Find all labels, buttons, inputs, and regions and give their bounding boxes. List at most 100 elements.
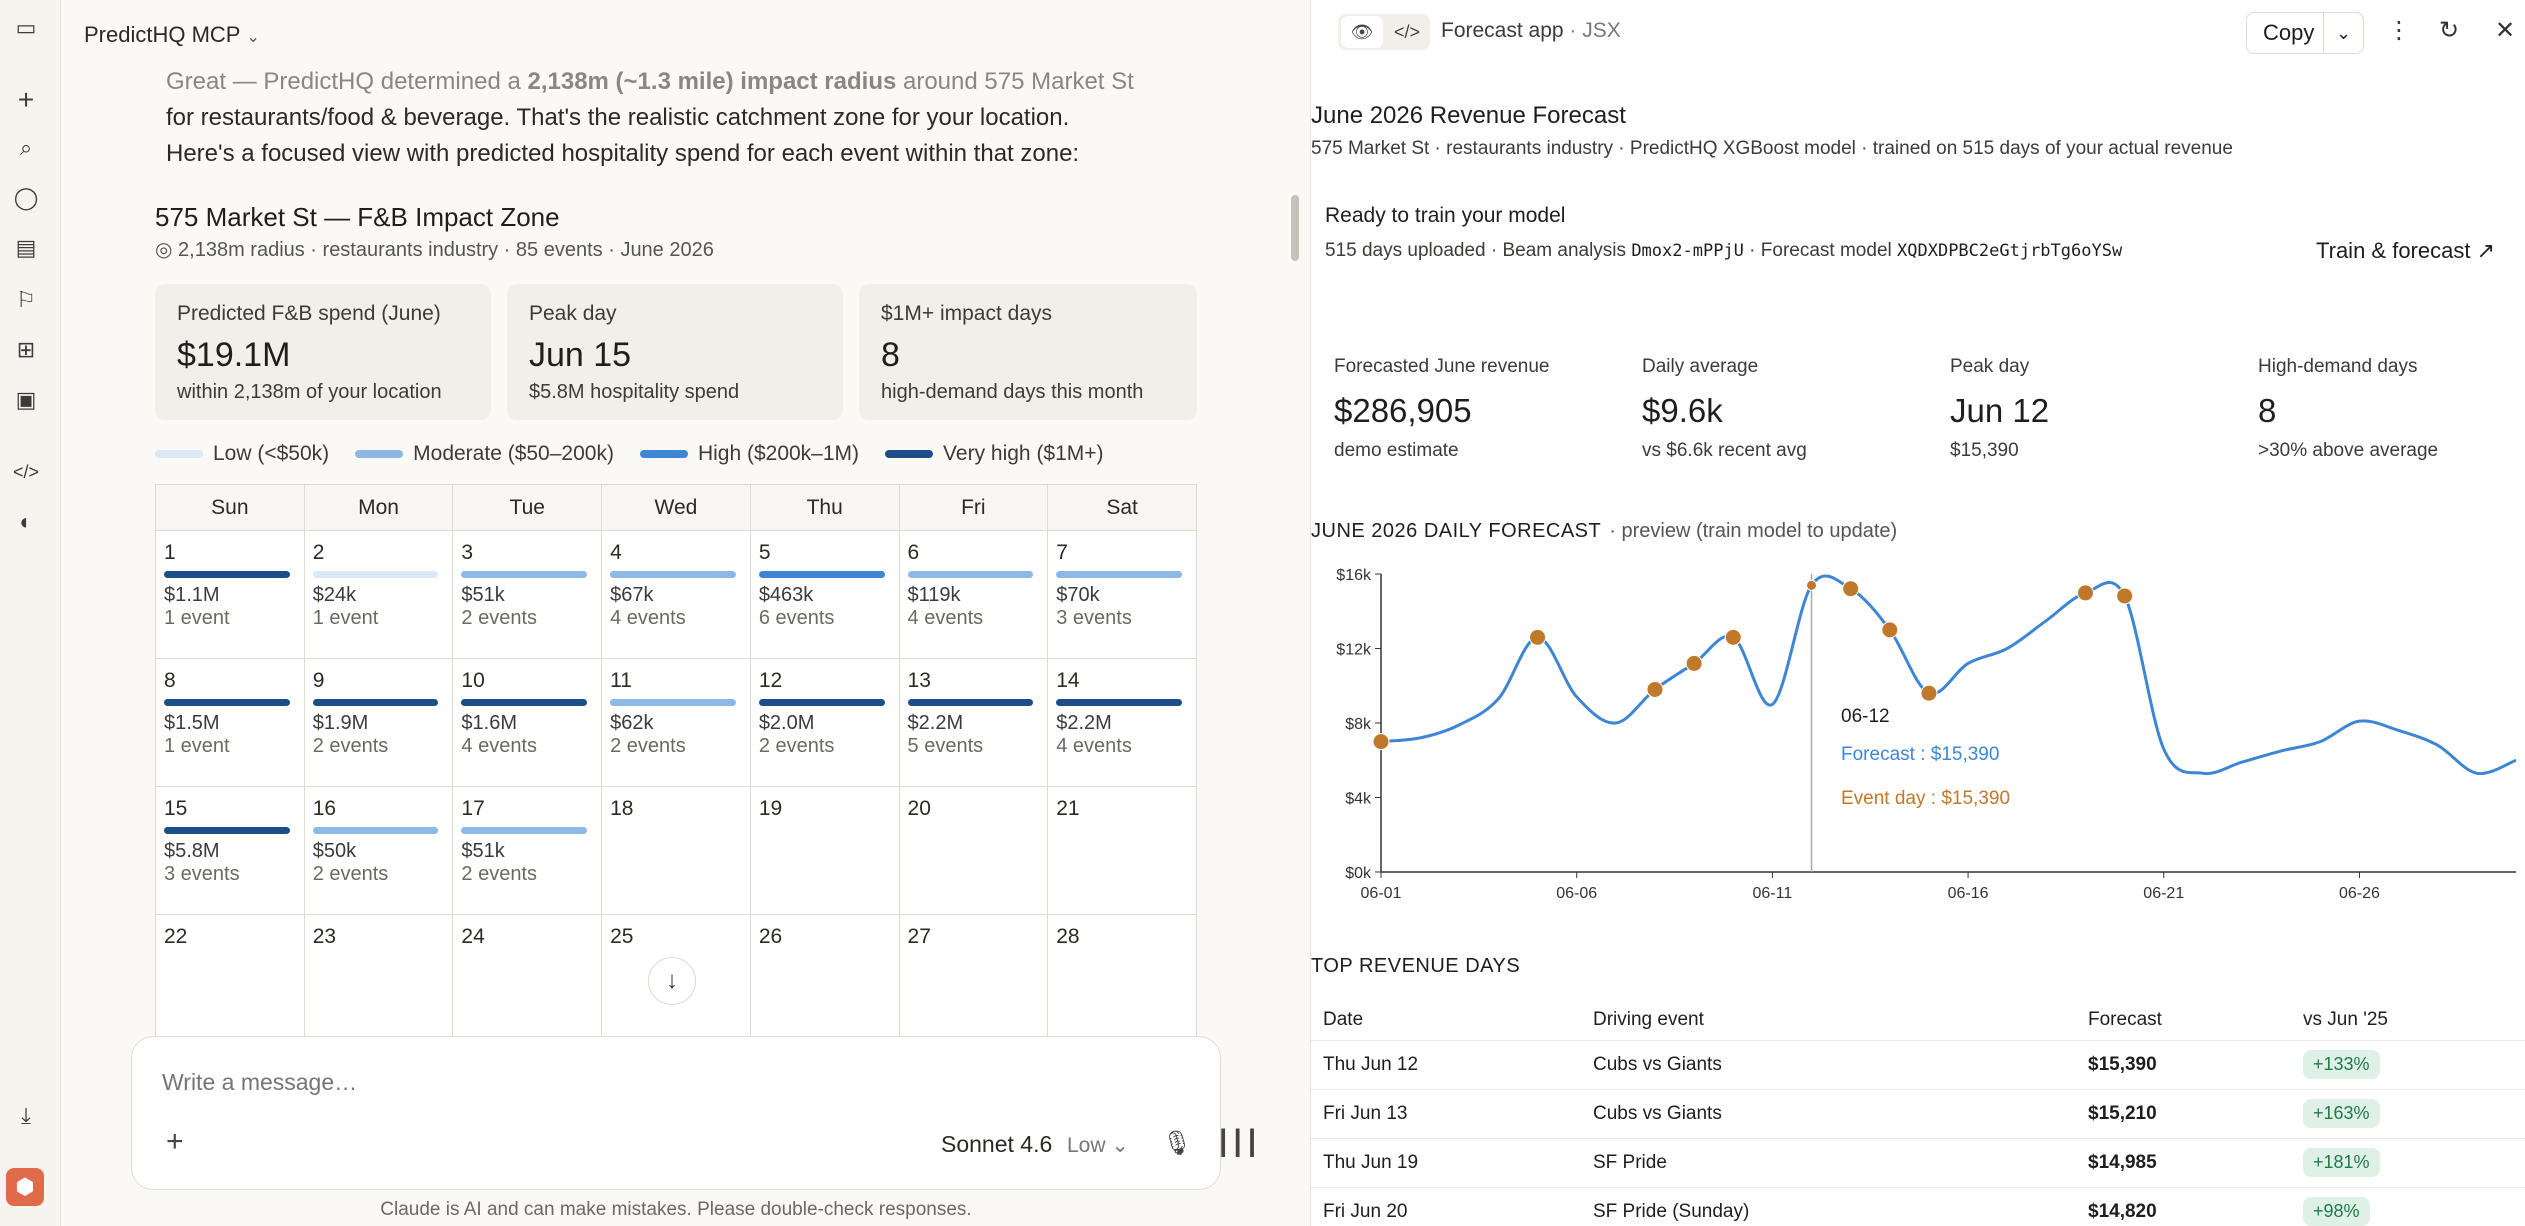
search-icon[interactable]: ⌕ xyxy=(19,135,33,160)
effort-label: Low xyxy=(1067,1134,1106,1157)
calendar-day-cell[interactable]: 1 $1.1M 1 event xyxy=(155,530,305,659)
close-icon[interactable]: ✕ xyxy=(2495,17,2516,44)
day-spend: $51k xyxy=(461,584,505,606)
projects-icon[interactable]: ▤ xyxy=(15,235,37,260)
calendar-day-cell[interactable]: 25 xyxy=(601,914,751,1043)
artifact-title: Forecast app · JSX xyxy=(1441,19,1621,42)
day-event-count: 1 event xyxy=(312,607,379,629)
spend-bar xyxy=(312,699,439,706)
table-row: Thu Jun 19 SF Pride $14,985 +181% xyxy=(1311,1137,2525,1187)
model-selector[interactable]: Sonnet 4.6 xyxy=(941,1131,1053,1157)
calendar-day-cell[interactable]: 6 $119k 4 events xyxy=(898,530,1049,659)
copy-button[interactable]: Copy ⌄ xyxy=(2246,12,2364,54)
code-view-icon[interactable]: </> xyxy=(1393,21,1421,42)
y-tick-label: $8k xyxy=(1345,716,1372,733)
daily-forecast-chart[interactable]: $0k $4k $8k $12k $16k 06-01 06-06 06-11 06-16 06-… xyxy=(1311,556,2525,946)
day-number: 26 xyxy=(758,925,783,948)
train-forecast-button[interactable]: Train & forecast ↗ xyxy=(2316,238,2496,263)
legend-label: High ($200k–1M) xyxy=(697,442,860,465)
voice-mode-icon[interactable]: ┃┃┃ xyxy=(1216,1130,1260,1157)
calendar-day-cell[interactable]: 18 xyxy=(601,786,751,915)
spend-bar xyxy=(758,699,885,706)
day-number: 18 xyxy=(610,797,634,820)
weekday-header: Mon xyxy=(303,484,454,531)
palette-icon[interactable]: ◐ xyxy=(19,509,33,534)
day-number: 14 xyxy=(1056,669,1080,692)
calendar-day-cell[interactable]: 12 $2.0M 2 events xyxy=(749,658,900,787)
calendar-day-cell[interactable]: 8 $1.5M 1 event xyxy=(155,658,305,787)
code-icon[interactable]: </> xyxy=(12,461,40,482)
chat-column: PredictHQ MCP ⌄ Great — PredictHQ determi… xyxy=(61,0,1310,1226)
calendar-day-cell[interactable]: 19 xyxy=(749,786,900,915)
event-day-point xyxy=(1920,684,1938,702)
calendar-day-cell[interactable]: 24 xyxy=(452,914,603,1043)
copy-options-dropdown[interactable]: ⌄ xyxy=(2323,13,2363,53)
day-spend: $1.9M xyxy=(312,712,369,734)
apps-icon[interactable]: ⊞ xyxy=(16,337,36,362)
calendar-day-cell[interactable]: 23 xyxy=(303,914,454,1043)
x-tick-label: 06-21 xyxy=(2143,885,2184,902)
calendar-day-cell[interactable]: 2 $24k 1 event xyxy=(303,530,454,659)
calendar-day-cell[interactable]: 3 $51k 2 events xyxy=(452,530,603,659)
calendar-day-cell[interactable]: 16 $50k 2 events xyxy=(303,786,454,915)
event-day-point xyxy=(1806,579,1818,591)
chat-scrollbar[interactable] xyxy=(1291,195,1299,261)
chats-icon[interactable]: ◯ xyxy=(13,185,39,210)
day-spend: $119k xyxy=(907,584,961,606)
calendar-day-cell[interactable]: 11 $62k 2 events xyxy=(601,658,751,787)
calendar-day-cell[interactable]: 9 $1.9M 2 events xyxy=(303,658,454,787)
calendar-day-cell[interactable]: 26 xyxy=(749,914,900,1043)
microphone-icon[interactable]: 🎙 xyxy=(1162,1130,1193,1157)
scroll-down-button[interactable]: ↓ xyxy=(648,957,696,1005)
project-title-dropdown[interactable]: PredictHQ MCP ⌄ xyxy=(84,22,260,48)
preview-eye-icon[interactable]: 👁 xyxy=(1341,16,1383,48)
day-number: 25 xyxy=(610,925,634,948)
predicthq-logo[interactable]: ⬢ xyxy=(6,1168,44,1206)
calendar-day-cell[interactable]: 22 xyxy=(155,914,305,1043)
sidebar-toggle-icon[interactable]: ▭ xyxy=(15,15,37,40)
day-event-count: 3 events xyxy=(1056,607,1132,629)
calendar-day-cell[interactable]: 4 $67k 4 events xyxy=(601,530,751,659)
location-pin-icon: ◎ xyxy=(155,239,179,261)
event-day-point xyxy=(1529,628,1547,646)
calendar-day-cell[interactable]: 7 $70k 3 events xyxy=(1047,530,1197,659)
calendar-day-cell[interactable]: 17 $51k 2 events xyxy=(452,786,603,915)
new-chat-icon[interactable]: + xyxy=(17,84,35,115)
day-number: 11 xyxy=(610,669,632,692)
row-date: Thu Jun 19 xyxy=(1311,1137,1581,1187)
legend-swatch xyxy=(155,450,203,458)
calendar-day-cell[interactable]: 21 xyxy=(1047,786,1197,915)
top-days-heading: TOP REVENUE DAYS xyxy=(1311,955,1521,977)
calendar-day-cell[interactable]: 5 $463k 6 events xyxy=(749,530,900,659)
table-row: Thu Jun 12 Cubs vs Giants $15,390 +133% xyxy=(1311,1039,2525,1089)
intro-line1-post: around 575 Market St xyxy=(896,68,1134,95)
row-vs-cell: +163% xyxy=(2291,1088,2525,1138)
add-attachment-icon[interactable]: + xyxy=(166,1125,184,1158)
day-number: 24 xyxy=(461,925,485,948)
kpi-sub: demo estimate xyxy=(1334,440,1459,461)
toolbox-icon[interactable]: ▣ xyxy=(15,387,37,412)
calendar-day-cell[interactable]: 20 xyxy=(898,786,1049,915)
calendar-week-row: 1 $1.1M 1 event 2 $24k 1 event 3 $51k 2 events 4 $… xyxy=(155,530,1197,659)
day-number: 4 xyxy=(610,541,622,564)
row-vs-cell: +133% xyxy=(2291,1039,2525,1089)
calendar-day-cell[interactable]: 15 $5.8M 3 events xyxy=(155,786,305,915)
event-day-point xyxy=(1724,628,1742,646)
day-event-count: 2 events xyxy=(610,735,686,757)
calendar-day-cell[interactable]: 27 xyxy=(898,914,1049,1043)
effort-selector[interactable]: Low ⌄ xyxy=(1067,1133,1129,1158)
calendar-day-cell[interactable]: 28 xyxy=(1047,914,1197,1043)
day-spend: $67k xyxy=(610,584,654,606)
tooltip-event: Event day : $15,390 xyxy=(1841,788,2011,809)
calendar-day-cell[interactable]: 13 $2.2M 5 events xyxy=(898,658,1049,787)
calendar-day-cell[interactable]: 14 $2.2M 4 events xyxy=(1047,658,1197,787)
calendar-day-cell[interactable]: 10 $1.6M 4 events xyxy=(452,658,603,787)
artifacts-icon[interactable]: ⚐ xyxy=(16,287,36,312)
download-icon[interactable]: ⤓ xyxy=(21,1103,31,1128)
train-details: 515 days uploaded · Beam analysis Dmox2-… xyxy=(1325,240,2515,262)
message-input[interactable] xyxy=(162,1069,1062,1096)
day-number: 27 xyxy=(907,925,931,948)
refresh-icon[interactable]: ↻ xyxy=(2439,17,2460,44)
more-options-icon[interactable]: ⋮ xyxy=(2387,17,2411,44)
day-spend: $5.8M xyxy=(164,840,220,862)
